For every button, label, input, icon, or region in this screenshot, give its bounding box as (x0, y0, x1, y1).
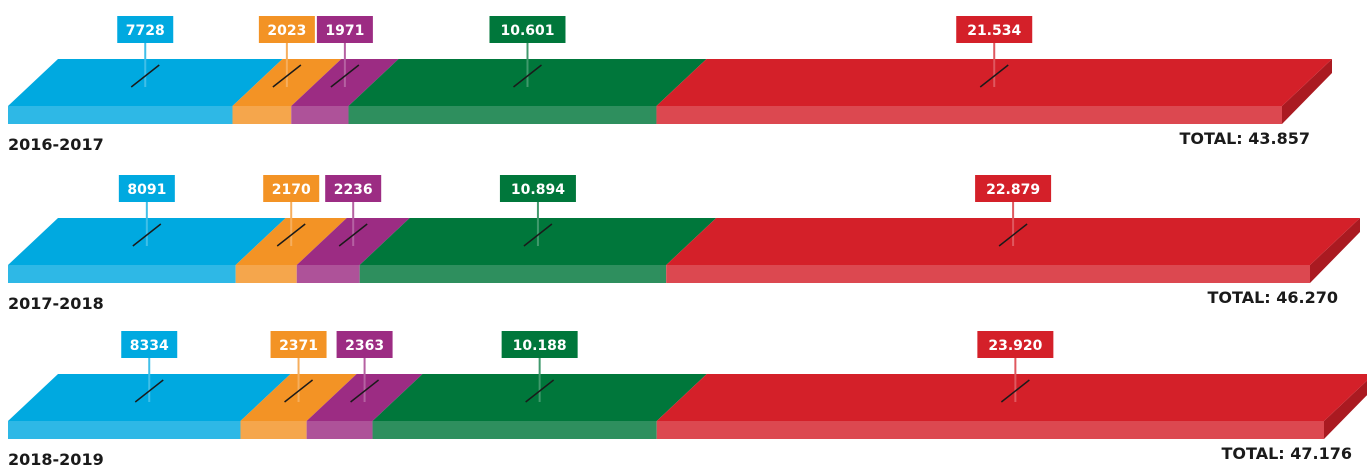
value-label: 2236 (334, 182, 373, 198)
bar-end-face (1282, 59, 1332, 124)
leader-tick (979, 64, 1009, 88)
value-label: 8091 (127, 182, 166, 198)
segment-front (8, 421, 241, 439)
value-label-box (270, 331, 327, 358)
segment-front (240, 421, 307, 439)
total-label: TOTAL: 43.857 (1180, 129, 1310, 148)
value-label-box (121, 331, 178, 358)
value-label-box (501, 331, 578, 358)
segment-front (348, 106, 657, 124)
value-label-box (117, 16, 174, 43)
value-label-box (975, 175, 1052, 202)
segment-front (359, 265, 667, 283)
value-label: 21.534 (967, 23, 1021, 39)
value-label: 1971 (325, 23, 364, 39)
segment-front (306, 421, 373, 439)
leader-tick (276, 223, 306, 247)
segment-front (296, 265, 360, 283)
segment-front (8, 265, 236, 283)
value-label-box (489, 16, 566, 43)
leader-tick (330, 64, 360, 88)
period-label: 2017-2018 (8, 294, 104, 313)
value-label: 10.188 (513, 338, 567, 354)
value-label: 2170 (272, 182, 311, 198)
value-label-box (336, 331, 393, 358)
leader-tick (998, 223, 1028, 247)
segment-front (8, 106, 233, 124)
value-label: 7728 (126, 23, 165, 39)
value-label-box (263, 175, 320, 202)
leader-tick (513, 64, 542, 88)
bar-end-face (1324, 380, 1367, 439)
value-label: 10.894 (511, 182, 565, 198)
total-label: TOTAL: 47.176 (1222, 444, 1352, 463)
value-label: 2371 (279, 338, 318, 354)
value-label: 22.879 (986, 182, 1040, 198)
leader-tick (1000, 379, 1030, 403)
segment-front (372, 421, 657, 439)
value-label-box (499, 175, 576, 202)
leader-tick (130, 64, 160, 88)
leader-tick (272, 64, 302, 88)
bar-end-face (1310, 218, 1360, 283)
value-label-box (956, 16, 1033, 43)
segment-front (232, 106, 292, 124)
period-label: 2016-2017 (8, 135, 104, 154)
value-label-box (316, 16, 373, 43)
total-label: TOTAL: 46.270 (1208, 288, 1338, 307)
value-label-box (977, 331, 1054, 358)
value-label-box (325, 175, 382, 202)
segment-front (656, 106, 1282, 124)
value-label: 10.601 (500, 23, 554, 39)
segment-front (656, 421, 1324, 439)
value-label-box (118, 175, 175, 202)
leader-tick (350, 379, 380, 403)
value-label-box (258, 16, 315, 43)
period-label: 2018-2019 (8, 450, 104, 468)
leader-tick (525, 379, 555, 403)
leader-tick (523, 223, 553, 247)
leader-tick (132, 223, 162, 247)
segment-front (291, 106, 349, 124)
leader-tick (134, 379, 164, 403)
leader-tick (338, 223, 368, 247)
segment-front (235, 265, 297, 283)
value-label: 8334 (130, 338, 169, 354)
value-label: 23.920 (988, 338, 1042, 354)
value-label: 2023 (267, 23, 306, 39)
segment-front (666, 265, 1310, 283)
segment-top (656, 374, 1367, 421)
value-label: 2363 (345, 338, 384, 354)
leader-tick (284, 379, 314, 403)
